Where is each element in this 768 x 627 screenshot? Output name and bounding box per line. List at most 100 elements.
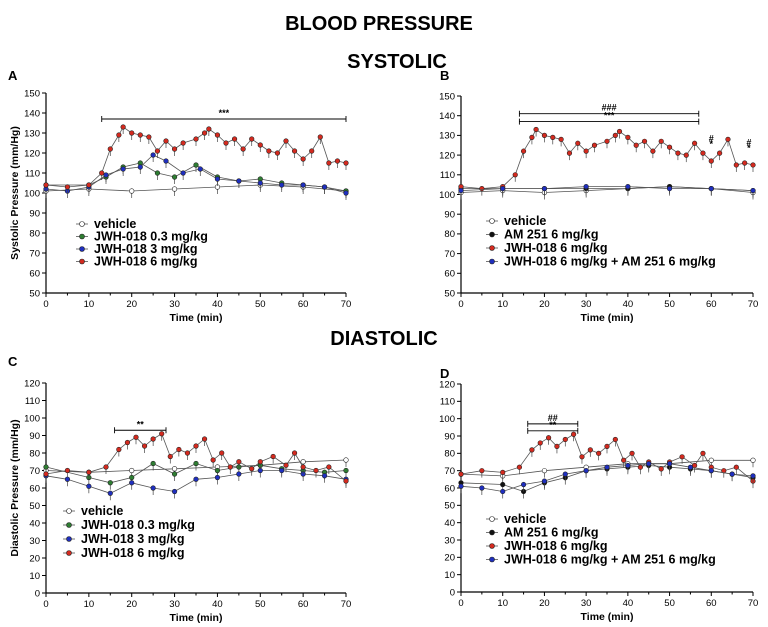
panel-d-series-jwh-018-6-mg-kg-point bbox=[545, 435, 552, 441]
panel-d-series-jwh-018-6-mg-kg-point bbox=[679, 454, 685, 460]
panel-a-series-jwh-018-6-mg-kg-point bbox=[231, 136, 238, 142]
panel-a-legend-jwh-018-0-3-mg-kg-marker bbox=[79, 233, 85, 240]
panel-c-series-jwh-018-0-3-mg-kg-point bbox=[43, 464, 49, 470]
panel-c-y-tick-label: 120 bbox=[24, 378, 40, 389]
panel-a-series-jwh-018-6-mg-kg-point bbox=[266, 148, 272, 154]
panel-a-series-jwh-018-6-mg-kg-point bbox=[99, 170, 105, 176]
panel-d-x-tick-label: 50 bbox=[664, 598, 675, 609]
panel-d-y-tick-label: 110 bbox=[440, 397, 455, 408]
panel-d-x-tick-label: 0 bbox=[458, 598, 463, 609]
panel-a-series-jwh-018-6-mg-kg-point bbox=[300, 156, 306, 162]
panel-a-y-tick-label: 70 bbox=[29, 248, 40, 259]
panel-a-y-tick-label: 140 bbox=[24, 108, 40, 119]
panel-c-series-vehicle-point bbox=[171, 466, 178, 472]
panel-c-series-jwh-018-0-3-mg-kg-point bbox=[193, 460, 199, 467]
panel-b-series-jwh-018-6-mg-kg-point bbox=[733, 162, 739, 168]
panel-c-significance-label: ** bbox=[137, 419, 145, 429]
panel-d-series-vehicle-point bbox=[708, 457, 714, 463]
panel-a-y-tick-label: 60 bbox=[29, 268, 40, 279]
panel-a-series-jwh-018-6-mg-kg-point bbox=[201, 130, 208, 136]
panel-b-legend-jwh-018-6-mg-kg-am-251-6-mg-kg-marker bbox=[489, 258, 495, 265]
panel-c-series-jwh-018-6-mg-kg bbox=[43, 431, 349, 488]
panel-b-x-tick-label: 0 bbox=[458, 299, 463, 310]
panel-c-series-jwh-018-6-mg-kg-point bbox=[167, 453, 173, 460]
panel-d-legend-am-251-6-mg-kg-marker bbox=[489, 529, 495, 536]
panel-a-series-jwh-018-3-mg-kg-point bbox=[214, 176, 221, 182]
panel-c-series-jwh-018-6-mg-kg-point bbox=[150, 436, 156, 442]
panel-b-series-jwh-018-6-mg-kg-point bbox=[533, 126, 539, 133]
panel-c-series-jwh-018-6-mg-kg-point bbox=[64, 467, 71, 474]
panel-a-x-tick-label: 30 bbox=[169, 299, 180, 310]
panel-b-legend-vehicle-marker bbox=[489, 218, 495, 224]
panel-d-series-jwh-018-6-mg-kg-am-251-6-mg-kg-point bbox=[646, 461, 652, 467]
panel-d-series-jwh-018-6-mg-kg-point bbox=[612, 436, 618, 443]
panel-c-series-jwh-018-6-mg-kg-point bbox=[43, 471, 49, 477]
panel-d-series-jwh-018-6-mg-kg-line bbox=[460, 433, 754, 482]
panel-a-series-jwh-018-6-mg-kg-point bbox=[214, 132, 221, 138]
panel-d-series-jwh-018-6-mg-kg-am-251-6-mg-kg-point bbox=[583, 468, 589, 474]
panel-b-letter: B bbox=[440, 68, 449, 83]
panel-b-series-jwh-018-6-mg-kg-am-251-6-mg-kg-point bbox=[458, 187, 464, 194]
panel-c-legend-jwh-018-3-mg-kg-marker bbox=[66, 536, 72, 542]
panel-d-series-jwh-018-6-mg-kg-am-251-6-mg-kg-point bbox=[750, 473, 756, 479]
panel-b-series-jwh-018-6-mg-kg-point bbox=[550, 134, 556, 140]
panel-b-legend-vehicle-label: vehicle bbox=[504, 214, 546, 228]
panel-c-legend-jwh-018-3-mg-kg-label: JWH-018 3 mg/kg bbox=[81, 532, 185, 546]
panel-b-series-jwh-018-6-mg-kg-point bbox=[604, 138, 610, 144]
panel-b-series-jwh-018-6-mg-kg-point bbox=[520, 148, 527, 154]
panel-a-legend-jwh-018-3-mg-kg-marker bbox=[79, 246, 85, 252]
panel-d-series-jwh-018-6-mg-kg-point bbox=[658, 466, 664, 472]
panel-b-series-jwh-018-6-mg-kg-am-251-6-mg-kg-point bbox=[708, 185, 714, 192]
panel-c-series-jwh-018-6-mg-kg-point bbox=[133, 434, 139, 440]
panel-c-series-jwh-018-3-mg-kg-point bbox=[257, 467, 263, 474]
panel-d-series-jwh-018-6-mg-kg-point bbox=[587, 447, 593, 453]
panel-b-series-jwh-018-6-mg-kg-am-251-6-mg-kg bbox=[458, 184, 756, 198]
panel-b-series-jwh-018-6-mg-kg-point bbox=[558, 136, 564, 142]
panel-a-series-jwh-018-3-mg-kg bbox=[43, 152, 349, 200]
panel-a-series-jwh-018-6-mg-kg-point bbox=[274, 150, 281, 156]
panel-b-series-jwh-018-6-mg-kg-point bbox=[616, 128, 623, 135]
panel-c-series-jwh-018-0-3-mg-kg-line bbox=[45, 463, 347, 484]
panel-c-x-tick-label: 60 bbox=[298, 599, 309, 610]
panel-b-series-jwh-018-6-mg-kg-point bbox=[625, 134, 631, 140]
panel-d-y-tick-label: 30 bbox=[444, 535, 455, 546]
panel-d-x-axis-label: Time (min) bbox=[581, 611, 634, 623]
panel-b-y-tick-label: 90 bbox=[444, 210, 455, 221]
panel-d-legend-jwh-018-6-mg-kg-am-251-6-mg-kg-marker bbox=[489, 556, 495, 563]
panel-c-series-jwh-018-0-3-mg-kg-point bbox=[214, 467, 221, 474]
panel-a-series-jwh-018-6-mg-kg-point bbox=[223, 140, 229, 146]
panel-c-y-tick-label: 100 bbox=[24, 413, 40, 424]
panel-c-series-jwh-018-6-mg-kg-point bbox=[300, 464, 306, 470]
figure-title: BLOOD PRESSURE bbox=[285, 13, 473, 35]
panel-d-series-jwh-018-6-mg-kg-am-251-6-mg-kg-point bbox=[479, 485, 485, 491]
panel-c-series-jwh-018-6-mg-kg-point bbox=[193, 443, 199, 449]
panel-b-series-jwh-018-6-mg-kg-point bbox=[529, 134, 535, 140]
panel-c-series-jwh-018-3-mg-kg-point bbox=[107, 490, 113, 496]
panel-a-y-tick-label: 150 bbox=[24, 88, 40, 99]
panel-c-series-vehicle-point bbox=[343, 457, 349, 463]
panel-c-legend-vehicle-marker bbox=[66, 508, 72, 514]
panel-a-series-jwh-018-6-mg-kg-point bbox=[291, 148, 298, 154]
panel-c-series-jwh-018-6-mg-kg-point bbox=[116, 446, 122, 453]
panel-c-series-jwh-018-3-mg-kg-point bbox=[150, 485, 156, 491]
panel-a-y-tick-label: 90 bbox=[29, 208, 40, 219]
panel-a-series-jwh-018-3-mg-kg-point bbox=[150, 152, 156, 158]
panel-b-y-tick-label: 80 bbox=[444, 229, 455, 240]
panel-b-x-tick-label: 20 bbox=[539, 299, 550, 310]
panel-b-series-jwh-018-6-mg-kg-point bbox=[675, 150, 681, 156]
panel-c-y-tick-label: 70 bbox=[29, 466, 40, 477]
panel-d-y-tick-label: 100 bbox=[439, 414, 455, 425]
panel-c-y-tick-label: 30 bbox=[29, 536, 40, 547]
panel-a-series-vehicle-point bbox=[129, 188, 135, 194]
panel-a-series-jwh-018-6-mg-kg-point bbox=[326, 160, 332, 166]
panel-b-series-jwh-018-6-mg-kg-point bbox=[641, 138, 648, 144]
panel-c-series-jwh-018-6-mg-kg-point bbox=[313, 467, 319, 474]
panel-d-series-jwh-018-6-mg-kg-point bbox=[637, 464, 643, 470]
panel-c-series-jwh-018-0-3-mg-kg-point bbox=[343, 467, 349, 474]
panel-d-series-jwh-018-6-mg-kg bbox=[458, 431, 756, 489]
panel-d-y-tick-label: 20 bbox=[444, 553, 455, 564]
panel-c-x-tick-label: 70 bbox=[341, 599, 352, 610]
panel-b-series-jwh-018-6-mg-kg-point bbox=[575, 140, 581, 146]
panel-c-series-jwh-018-6-mg-kg-point bbox=[86, 469, 92, 475]
